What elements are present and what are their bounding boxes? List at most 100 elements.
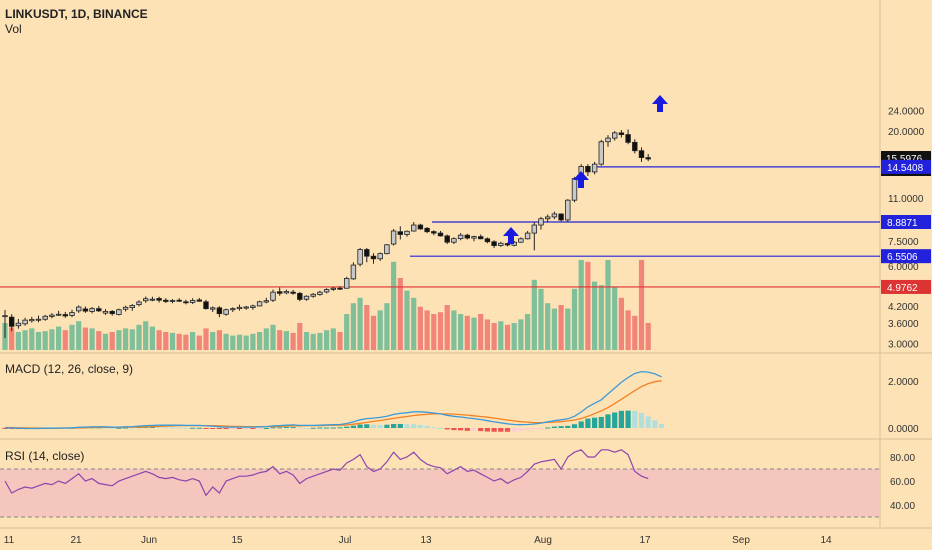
macd-histogram-bar: [250, 428, 256, 429]
volume-bar: [478, 314, 484, 350]
candle: [410, 222, 417, 232]
candle: [585, 164, 591, 177]
macd-histogram-bar: [156, 426, 162, 428]
macd-histogram-bar: [458, 428, 464, 431]
macd-histogram-bar: [109, 427, 115, 429]
price-tick-label: 3.0000: [888, 340, 919, 351]
macd-histogram-bar: [377, 424, 383, 428]
candle-body: [457, 234, 464, 240]
time-axis: 11 21 Jun 15 Jul 13 Aug 17 Sep 14: [4, 535, 832, 546]
rsi-pane: [0, 449, 880, 518]
candle: [310, 292, 316, 298]
volume-bar: [370, 315, 377, 350]
volume-bar: [471, 317, 477, 350]
macd-histogram-bar: [277, 427, 283, 429]
macd-histogram-bar: [525, 428, 531, 431]
volume-bar: [223, 333, 229, 350]
volume-bar: [303, 332, 310, 350]
candle-body: [477, 236, 484, 240]
time-tick-label: 11: [4, 535, 15, 546]
macd-histogram-bar: [169, 427, 176, 429]
volume-bar: [464, 315, 470, 350]
candle-body: [357, 249, 363, 265]
macd-histogram-bar: [263, 428, 269, 429]
macd-histogram-bar: [116, 427, 122, 429]
volume-bar: [283, 331, 289, 350]
candle-body: [109, 311, 115, 315]
macd-histogram-bar: [598, 416, 604, 428]
macd-histogram-bar: [190, 427, 196, 429]
candle: [216, 306, 223, 318]
volume-bar: [424, 310, 430, 350]
volume-bar: [625, 310, 631, 350]
candle-body: [531, 224, 537, 234]
volume-bar: [411, 297, 417, 350]
candle: [364, 247, 370, 263]
price-tick-label: 4.2000: [888, 302, 919, 313]
macd-histogram-bar: [236, 428, 243, 429]
macd-histogram-bar: [196, 427, 202, 429]
volume-bar: [324, 330, 330, 350]
macd-histogram-bar: [163, 427, 169, 429]
candle: [444, 234, 450, 245]
candle-body: [625, 134, 631, 143]
volume-bar: [612, 287, 618, 350]
candle-body: [645, 157, 651, 160]
volume-bar: [330, 328, 336, 350]
candle: [176, 298, 182, 303]
macd-histogram-bar: [129, 427, 135, 429]
candle: [270, 289, 276, 303]
candle: [116, 308, 122, 316]
macd-histogram-bar: [612, 412, 618, 428]
candle-body: [591, 163, 598, 173]
grid: [0, 0, 932, 529]
candle-body: [390, 230, 397, 245]
volume-bar: [22, 330, 28, 350]
time-tick-label: 14: [820, 535, 832, 546]
time-tick-label: Sep: [732, 535, 750, 546]
time-tick-label: Jun: [141, 535, 157, 546]
time-tick-label: 13: [420, 535, 432, 546]
candle-body: [571, 178, 578, 201]
volume-bar: [69, 324, 75, 350]
macd-histogram-bar: [551, 426, 557, 428]
volume-bar: [216, 330, 222, 350]
volume-bar: [417, 306, 423, 350]
candle-body: [370, 255, 377, 260]
candle-body: [209, 307, 216, 310]
volume-bar: [123, 328, 129, 350]
volume-bar: [183, 334, 189, 350]
candle-body: [96, 308, 102, 312]
candle-body: [638, 150, 645, 158]
candle-body: [163, 299, 169, 302]
candle-body: [303, 295, 310, 300]
volume-bar: [56, 326, 62, 350]
macd-histogram-bar: [659, 424, 665, 428]
candle: [149, 296, 156, 302]
macd-histogram-bar: [498, 428, 504, 432]
candle-body: [310, 293, 316, 297]
level-label: 8.8871: [887, 218, 918, 229]
candle-body: [290, 291, 296, 294]
volume-bar: [638, 260, 645, 350]
candle: [55, 310, 62, 316]
volume-bar: [35, 332, 42, 350]
volume-bar: [397, 278, 403, 350]
volume-bar: [297, 323, 303, 350]
rsi-line: [4, 449, 649, 497]
support-arrows: [503, 95, 668, 244]
candle-body: [156, 298, 162, 301]
volume-bar: [163, 332, 169, 350]
macd-histogram-bar: [2, 428, 8, 429]
candle: [35, 315, 42, 323]
time-tick-label: Aug: [534, 535, 552, 546]
up-arrow-icon: [573, 171, 589, 188]
candle-body: [437, 232, 444, 237]
volume-bar: [498, 321, 504, 350]
volume-bar: [458, 314, 464, 350]
volume-bar: [203, 328, 209, 350]
volume-bar: [176, 333, 182, 350]
macd-tick-label: 2.0000: [888, 377, 919, 388]
macd-histogram-bar: [565, 425, 571, 428]
